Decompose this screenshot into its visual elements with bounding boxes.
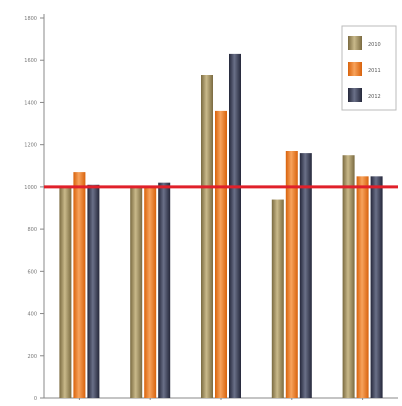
legend-swatch-2011 [348, 62, 362, 76]
bar-2010-1 [130, 186, 143, 398]
y-tick-label: 1200 [24, 143, 37, 149]
bar-2011-2 [215, 110, 227, 398]
legend-swatch-2010 [348, 36, 362, 50]
bar-2012-2 [229, 53, 241, 399]
legend-label-2011: 2011 [368, 68, 381, 74]
bar-2012-1 [158, 182, 171, 398]
legend-swatch-2012 [348, 88, 362, 102]
bar-2011-0 [73, 172, 86, 398]
bar-2011-4 [356, 176, 369, 398]
bar-2012-0 [87, 184, 100, 398]
y-tick-label: 400 [27, 312, 37, 318]
y-tick-label: 200 [27, 354, 37, 360]
y-tick-label: 1800 [24, 16, 37, 22]
bar-2010-3 [271, 199, 284, 398]
bar-2010-0 [59, 186, 72, 398]
y-tick-label: 0 [34, 396, 37, 402]
bar-2010-2 [201, 75, 213, 398]
y-tick-label: 1000 [24, 185, 37, 191]
bar-2012-4 [370, 176, 383, 398]
bar-2012-3 [299, 153, 312, 398]
bar-2010-4 [342, 155, 355, 398]
bar-2011-1 [144, 186, 157, 398]
y-tick-label: 1600 [24, 58, 37, 64]
y-tick-label: 800 [27, 227, 37, 233]
legend-label-2010: 2010 [368, 42, 381, 48]
legend-label-2012: 2012 [368, 94, 381, 100]
y-tick-label: 1400 [24, 100, 37, 106]
bar-2011-3 [285, 151, 298, 398]
y-tick-label: 600 [27, 269, 37, 275]
